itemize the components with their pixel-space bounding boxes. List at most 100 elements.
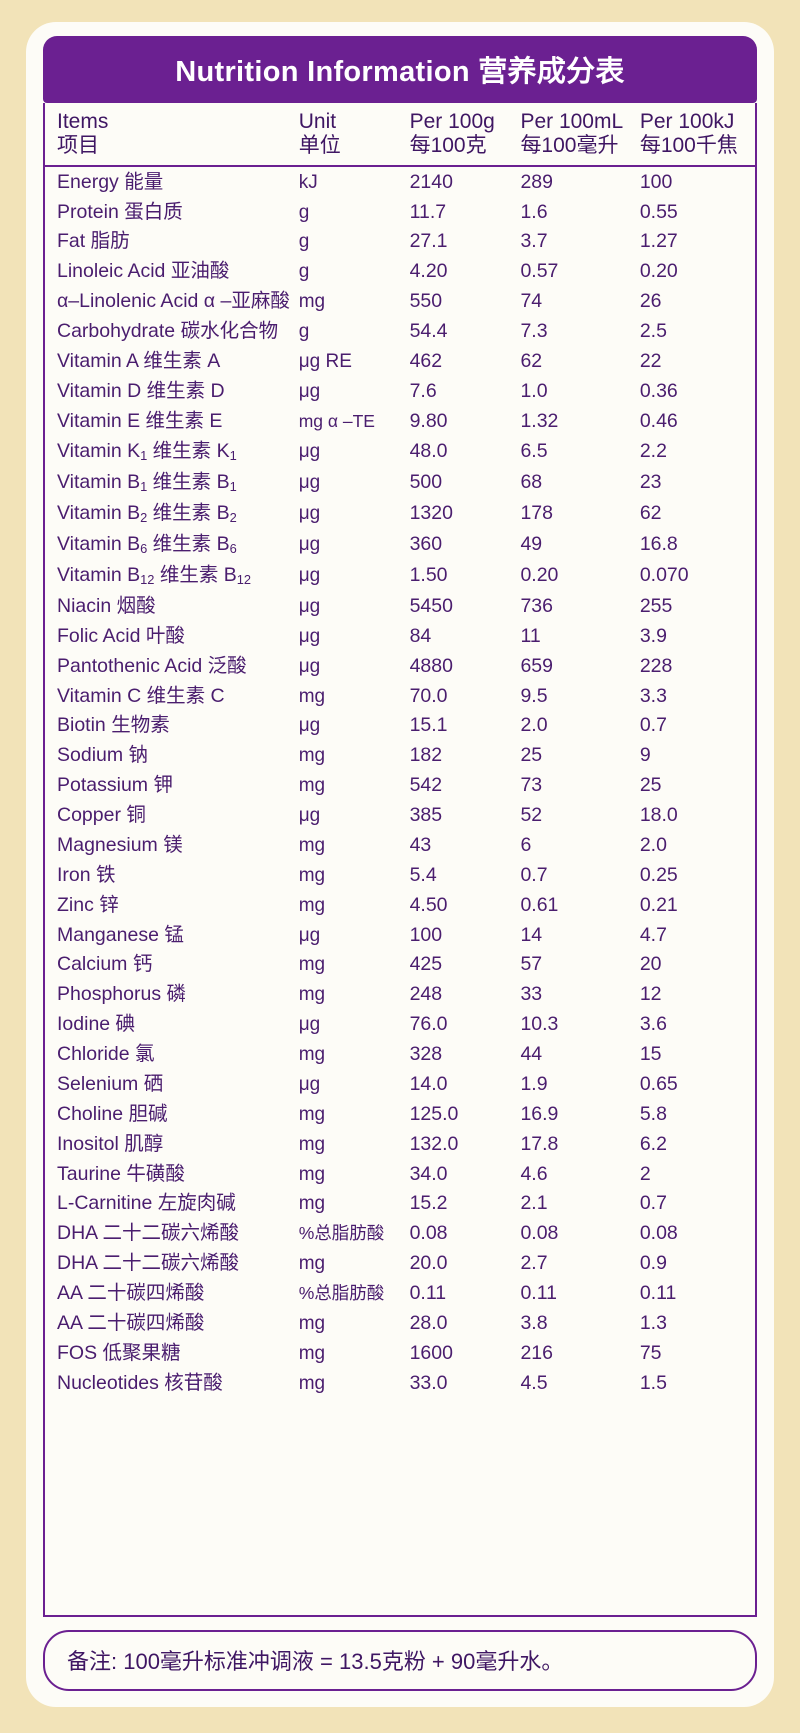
value-per-100g: 2140 [409,170,453,193]
nutrient-unit: mg [298,984,326,1006]
value-per-100ml: 9.5 [520,684,548,707]
value-per-100kj: 0.20 [639,260,678,283]
nutrient-unit: mg [298,864,326,886]
nutrient-unit: mg [298,1342,326,1364]
nutrient-unit: mg [298,1372,326,1394]
value-per-100g: 27.1 [409,230,448,253]
nutrient-name: Zinc 锌 [57,893,119,916]
value-per-100ml: 178 [520,501,553,524]
table-row: Vitamin D 维生素 D μg 7.6 1.0 0.36 [45,377,755,407]
nutrient-unit: mg [298,1312,326,1334]
nutrient-unit: μg [298,924,321,946]
table-row: Zinc 锌 mg 4.50 0.61 0.21 [45,890,755,920]
nutrient-unit: g [298,201,310,223]
table-row: Vitamin K1 维生素 K1 μg 48.0 6.5 2.2 [45,436,755,467]
table-row: Vitamin C 维生素 C mg 70.0 9.5 3.3 [45,681,755,711]
value-per-100g: 542 [409,774,443,797]
value-per-100ml: 2.7 [520,1252,548,1275]
table-row: DHA 二十二碳六烯酸 %总脂肪酸 0.08 0.08 0.08 [45,1219,755,1249]
value-per-100kj: 16.8 [639,532,678,555]
nutrient-name: Choline 胆碱 [57,1102,168,1125]
value-per-100ml: 0.20 [520,563,559,586]
value-per-100kj: 3.6 [639,1013,667,1036]
value-per-100g: 1.50 [409,563,448,586]
nutrient-unit: μg [298,1073,321,1095]
value-per-100kj: 25 [639,774,662,797]
value-per-100g: 385 [409,804,443,827]
value-per-100ml: 73 [520,774,543,797]
nutrient-unit: μg [298,471,321,493]
column-header-unit: Unit 单位 [298,103,410,168]
nutrient-name: Vitamin B1 维生素 B1 [57,470,237,494]
table-row: Iron 铁 mg 5.4 0.7 0.25 [45,861,755,891]
nutrient-name: Inositol 肌醇 [57,1132,164,1155]
nutrient-unit: %总脂肪酸 [298,1283,385,1304]
nutrient-unit: mg α –TE [298,410,375,431]
page-title: Nutrition Information 营养成分表 [43,36,757,103]
value-per-100g: 14.0 [409,1072,448,1095]
value-per-100kj: 0.11 [639,1282,677,1305]
nutrient-unit: μg [298,502,321,524]
column-header-per-100g-en: Per 100g [409,110,495,133]
value-per-100kj: 1.3 [639,1311,667,1334]
nutrient-unit: mg [298,745,326,767]
value-per-100kj: 3.3 [639,684,667,707]
value-per-100ml: 1.9 [520,1072,548,1095]
nutrient-unit: g [298,231,310,253]
nutrient-name: L-Carnitine 左旋肉碱 [57,1192,236,1215]
nutrient-name: Vitamin K1 维生素 K1 [57,439,237,463]
table-row: Energy 能量 kJ 2140 289 100 [45,166,755,197]
value-per-100ml: 4.5 [520,1371,548,1394]
table-body: Energy 能量 kJ 2140 289 100 Protein 蛋白质 g 11.7 1.6… [45,166,755,1398]
value-per-100g: 4.20 [409,260,448,283]
value-per-100g: 48.0 [409,439,448,462]
value-per-100g: 9.80 [409,409,448,432]
table-row: Protein 蛋白质 g 11.7 1.6 0.55 [45,197,755,227]
nutrient-unit: μg [298,1014,321,1036]
value-per-100ml: 0.11 [520,1282,557,1305]
nutrient-unit: mg [298,1133,326,1155]
value-per-100g: 132.0 [409,1132,459,1155]
value-per-100g: 125.0 [409,1102,459,1125]
value-per-100kj: 255 [639,594,673,617]
value-per-100kj: 0.08 [639,1222,678,1245]
value-per-100ml: 74 [520,290,543,313]
value-per-100g: 182 [409,744,443,767]
table-row: Vitamin E 维生素 E mg α –TE 9.80 1.32 0.46 [45,406,755,436]
nutrient-unit: μg [298,380,321,402]
value-per-100g: 550 [409,290,443,313]
column-header-item-en: Items [57,110,109,133]
value-per-100g: 0.08 [409,1222,448,1245]
nutrient-name: Fat 脂肪 [57,230,130,253]
table-row: Biotin 生物素 μg 15.1 2.0 0.7 [45,711,755,741]
nutrient-unit: μg [298,715,321,737]
value-per-100g: 5.4 [409,863,437,886]
value-per-100ml: 2.0 [520,714,548,737]
value-per-100g: 84 [409,624,432,647]
value-per-100ml: 3.7 [520,230,548,253]
nutrient-name: Protein 蛋白质 [57,200,183,223]
nutrient-name: Copper 铜 [57,804,146,827]
nutrient-name: Vitamin A 维生素 A [57,349,221,372]
nutrient-name: Vitamin B2 维生素 B2 [57,501,237,525]
value-per-100kj: 0.46 [639,409,678,432]
value-per-100kj: 0.070 [639,563,689,586]
nutrient-name: Taurine 牛磺酸 [57,1162,185,1185]
nutrient-name: Niacin 烟酸 [57,594,156,617]
nutrient-name: Chloride 氯 [57,1043,155,1066]
value-per-100g: 462 [409,349,443,372]
value-per-100kj: 1.27 [639,230,678,253]
value-per-100g: 20.0 [409,1252,448,1275]
value-per-100ml: 0.08 [520,1222,559,1245]
nutrient-name: Linoleic Acid 亚油酸 [57,260,230,283]
table-row: Choline 胆碱 mg 125.0 16.9 5.8 [45,1100,755,1130]
value-per-100ml: 0.7 [520,863,548,886]
table-row: Inositol 肌醇 mg 132.0 17.8 6.2 [45,1129,755,1159]
value-per-100kj: 5.8 [639,1102,667,1125]
column-header-unit-zh: 单位 [298,133,341,157]
value-per-100ml: 3.8 [520,1311,548,1334]
value-per-100ml: 216 [520,1341,553,1364]
table-row: Selenium 硒 μg 14.0 1.9 0.65 [45,1070,755,1100]
nutrient-name: Vitamin E 维生素 E [57,409,223,432]
